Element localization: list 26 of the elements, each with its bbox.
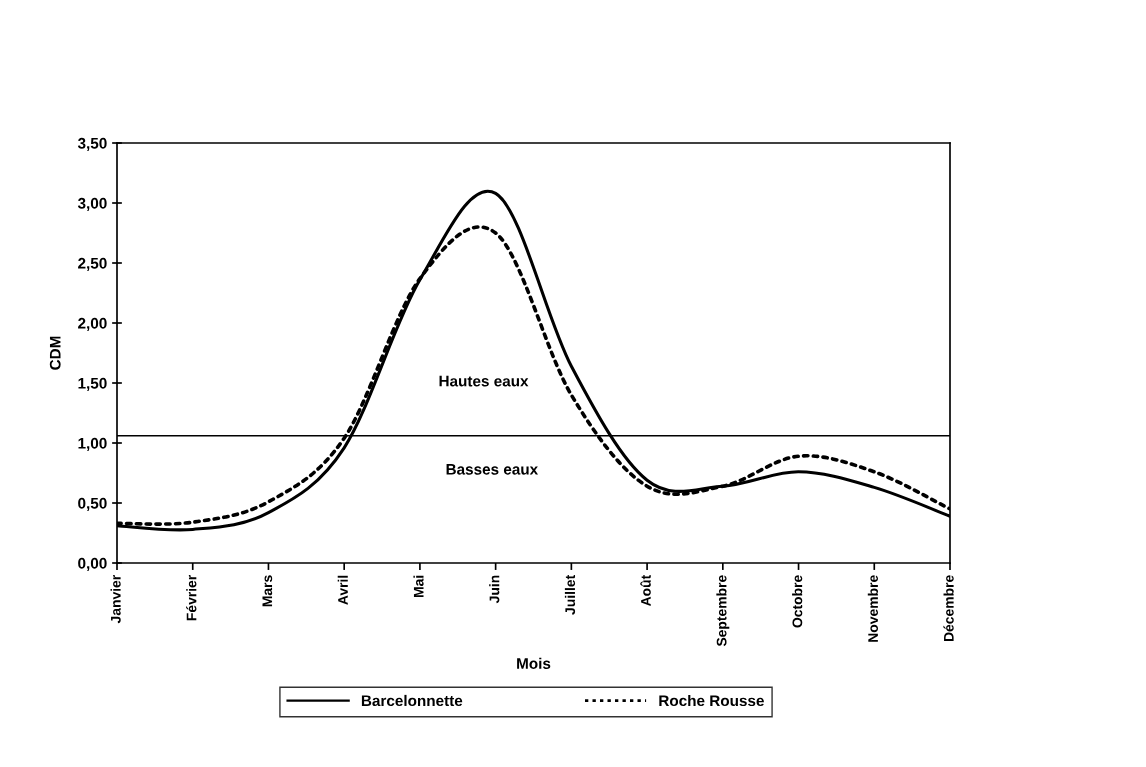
y-tick-label: 2,50 bbox=[78, 257, 107, 271]
x-tick-label: Janvier bbox=[110, 575, 121, 624]
annotation: Hautes eaux bbox=[439, 375, 529, 387]
x-tick-label: Novembre bbox=[867, 575, 878, 642]
y-axis-title: CDM bbox=[49, 336, 61, 370]
x-tick-label: Août bbox=[640, 574, 651, 607]
y-tick-label: 0,00 bbox=[78, 557, 107, 571]
legend-label: Roche Rousse bbox=[659, 694, 764, 707]
y-tick-label: 0,50 bbox=[78, 497, 107, 511]
x-tick-label: Février bbox=[186, 575, 197, 621]
x-tick-label: Avril bbox=[337, 575, 348, 605]
y-tick-label: 3,50 bbox=[77, 137, 107, 151]
x-tick-label: Septembre bbox=[716, 575, 730, 647]
y-tick-label: 2,00 bbox=[78, 317, 107, 331]
y-tick-label: 3,00 bbox=[77, 197, 107, 211]
x-tick-label: Décembre bbox=[943, 575, 954, 642]
x-tick-label: Mai bbox=[413, 575, 424, 598]
y-tick-label: 1,50 bbox=[78, 377, 107, 391]
y-tick-label: 1,00 bbox=[78, 437, 107, 451]
x-tick-label: Octobre bbox=[792, 575, 803, 628]
x-tick-label: Juin bbox=[489, 575, 500, 604]
x-tick-label: Mars bbox=[262, 575, 273, 607]
x-tick-label: Juillet bbox=[564, 574, 576, 615]
legend-label: Barcelonnette bbox=[361, 694, 463, 707]
x-axis-title: Mois bbox=[517, 657, 551, 669]
annotation: Basses eaux bbox=[446, 464, 539, 475]
